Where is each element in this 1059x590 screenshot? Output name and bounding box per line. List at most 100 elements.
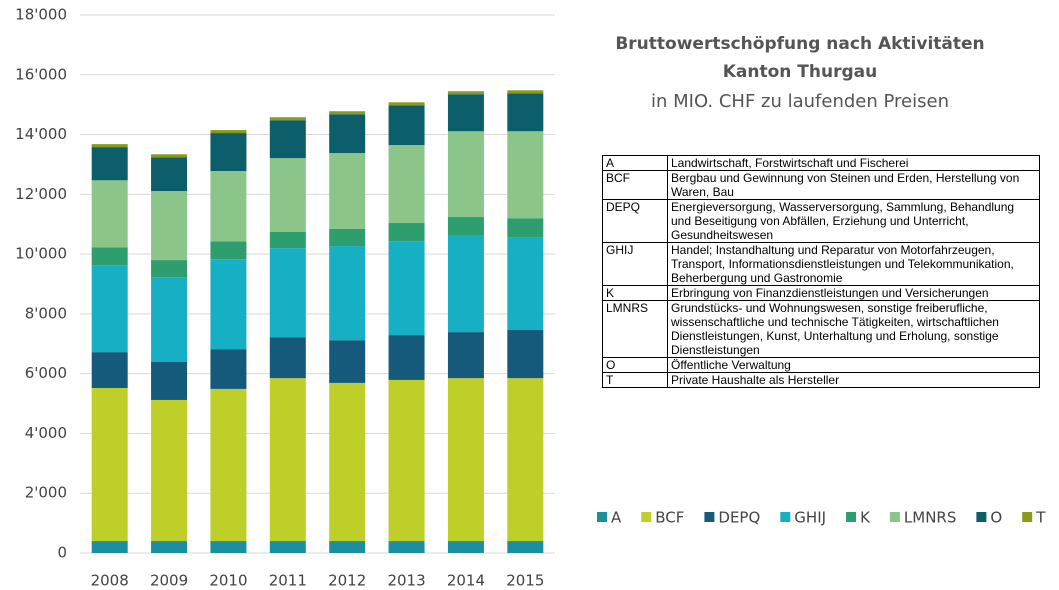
bar-segment: [210, 171, 247, 242]
bar-segment: [269, 158, 306, 232]
code-cell: DEPQ: [602, 199, 668, 243]
y-tick-label: 8'000: [25, 304, 67, 322]
x-tick-label: 2013: [387, 572, 425, 590]
legend-swatch: [1022, 512, 1033, 522]
bar-segment: [507, 218, 544, 238]
bar-segment: [151, 154, 188, 158]
bar-segment: [329, 111, 366, 115]
bar-segment: [447, 234, 484, 333]
y-tick-label: 10'000: [15, 245, 67, 263]
bar-segment: [388, 241, 425, 336]
legend-label: O: [990, 509, 1002, 527]
bar-segment: [269, 337, 306, 379]
bar-segment: [507, 541, 544, 553]
table-row: DEPQ Energieversorgung, Wasserversorgung,…: [602, 199, 1040, 243]
bar-segment: [388, 105, 425, 146]
bar-segment: [91, 388, 128, 542]
bar-segment: [447, 91, 484, 95]
bar-segment: [210, 133, 247, 172]
bar-segment: [151, 191, 188, 261]
y-tick-label: 14'000: [15, 125, 67, 143]
legend-swatch: [780, 512, 791, 522]
bar-segment: [447, 217, 484, 235]
bar-segment: [329, 114, 366, 154]
bar-segment: [388, 102, 425, 106]
bar-segment: [388, 145, 425, 224]
description-cell: Erbringung von Finanzdienstleistungen un…: [667, 285, 1040, 301]
legend-label: K: [860, 509, 871, 527]
x-tick-label: 2014: [447, 572, 485, 590]
legend-table: A Landwirtschaft, Forstwirtschaft und Fis…: [602, 155, 1040, 388]
description-cell: Bergbau und Gewinnung von Steinen und Er…: [667, 170, 1040, 200]
table-row: LMNRS Grundstücks- und Wohnungswesen, son…: [602, 300, 1040, 358]
bar-segment: [507, 378, 544, 542]
chart-subtitle: Kanton Thurgau: [722, 62, 878, 82]
x-tick-label: 2015: [506, 572, 544, 590]
table-row: K Erbringung von Finanzdienstleistungen u…: [602, 285, 1040, 301]
legend-label: GHIJ: [794, 509, 826, 527]
bar-segment: [329, 153, 366, 230]
code-cell: BCF: [602, 170, 668, 200]
chart-note: in MIO. CHF zu laufenden Preisen: [651, 91, 949, 112]
bar-segment: [91, 180, 128, 248]
bar-segment: [151, 260, 188, 278]
chart-title: Bruttowertschöpfung nach Aktivitäten: [615, 34, 985, 54]
description-cell: Öffentliche Verwaltung: [667, 357, 1040, 373]
code-cell: A: [602, 155, 668, 171]
legend-swatch: [704, 512, 715, 522]
bar-segment: [210, 388, 247, 542]
bar-segment: [507, 93, 544, 132]
bar-segment: [151, 541, 188, 553]
x-tick-label: 2012: [328, 572, 366, 590]
bar-segment: [507, 90, 544, 94]
bar-segment: [91, 541, 128, 553]
y-tick-label: 18'000: [15, 6, 67, 24]
legend-swatch: [597, 512, 607, 522]
bar-segment: [507, 237, 544, 331]
y-tick-label: 16'000: [15, 65, 67, 83]
bar-segment: [269, 231, 306, 249]
description-cell: Private Haushalte als Hersteller: [667, 372, 1040, 388]
legend-swatch: [976, 512, 987, 522]
bar-segment: [447, 332, 484, 379]
table-row: GHIJ Handel; Instandhaltung und Reparatur…: [602, 242, 1040, 286]
x-tick-label: 2010: [209, 572, 247, 590]
bar-segment: [329, 340, 366, 383]
bar-segment: [507, 330, 544, 379]
bar-segment: [151, 399, 188, 542]
bar-segment: [210, 241, 247, 260]
description-cell: Handel; Instandhaltung und Reparatur von…: [667, 242, 1040, 286]
description-cell: Energieversorgung, Wasserversorgung, Sam…: [667, 199, 1040, 243]
bar-segment: [447, 541, 484, 553]
table-row: A Landwirtschaft, Forstwirtschaft und Fis…: [602, 155, 1040, 171]
bar-segment: [210, 541, 247, 553]
y-tick-label: 12'000: [15, 185, 67, 203]
y-tick-label: 4'000: [25, 424, 67, 442]
code-cell: O: [602, 357, 668, 373]
bar-segment: [210, 259, 247, 350]
bar-segment: [447, 131, 484, 218]
x-tick-label: 2011: [269, 572, 307, 590]
y-tick-label: 2'000: [25, 484, 67, 502]
bar-segment: [388, 223, 425, 242]
bar-segment: [151, 157, 188, 192]
legend-swatch: [889, 512, 900, 522]
bar-segment: [269, 120, 306, 159]
y-tick-label: 0: [57, 544, 67, 562]
code-cell: K: [602, 285, 668, 301]
bar-segment: [329, 541, 366, 553]
legend-swatch: [641, 512, 652, 522]
bar-segment: [447, 94, 484, 132]
code-cell: T: [602, 372, 668, 388]
legend-swatch: [846, 512, 857, 522]
bar-segment: [269, 541, 306, 553]
bar-segment: [91, 144, 128, 148]
bar-segment: [269, 117, 306, 121]
bar-segment: [447, 378, 484, 542]
bar-segment: [210, 130, 247, 134]
bar-segment: [210, 349, 247, 389]
legend-label: T: [1035, 509, 1046, 527]
bar-segment: [91, 147, 128, 181]
